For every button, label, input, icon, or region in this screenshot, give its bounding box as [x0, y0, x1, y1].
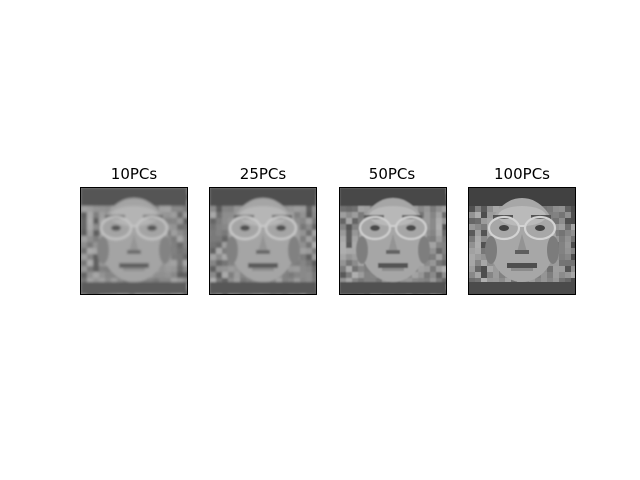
face-image-svg: [81, 188, 187, 294]
face-image-svg: [210, 188, 316, 294]
face-reconstruction-image-50pcs: [339, 187, 447, 295]
face-image-svg: [340, 188, 446, 294]
face-reconstruction-image-25pcs: [209, 187, 317, 295]
panel-title-25pcs: 25PCs: [239, 165, 287, 183]
panel-title-10pcs: 10PCs: [110, 165, 158, 183]
face-reconstruction-image-100pcs: [468, 187, 576, 295]
panel-title-50pcs: 50PCs: [368, 165, 416, 183]
face-image-svg: [469, 188, 575, 294]
face-reconstruction-image-10pcs: [80, 187, 188, 295]
panel-title-100pcs: 100PCs: [494, 165, 550, 183]
